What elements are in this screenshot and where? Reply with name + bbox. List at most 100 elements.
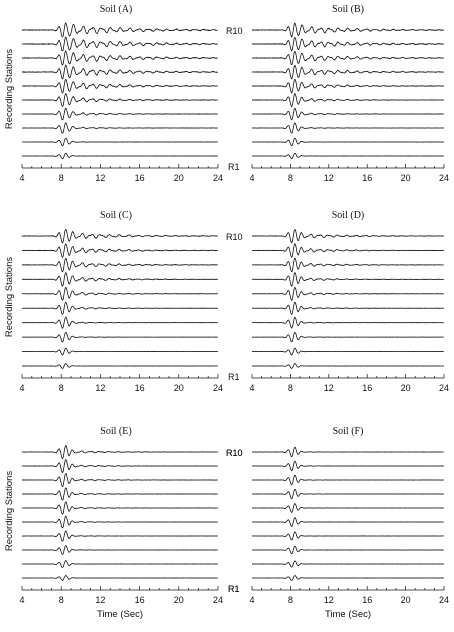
panel-title: Soil (B) — [332, 4, 364, 15]
x-axis-title: Time (Sec) — [97, 609, 143, 620]
station-label-top: R10 — [226, 26, 243, 36]
x-tick-label: 16 — [135, 173, 145, 183]
trace-r10 — [251, 22, 444, 38]
trace-r6 — [251, 286, 444, 301]
x-tick-label: 24 — [213, 595, 223, 605]
trace-r8 — [21, 473, 218, 487]
x-tick-label: 8 — [288, 595, 293, 605]
panel-title: Soil (D) — [332, 210, 365, 221]
x-tick-label: 8 — [288, 173, 293, 183]
trace-r3 — [21, 332, 218, 343]
trace-r1 — [251, 575, 444, 581]
panel-5: Soil (E) R10 R1 4 8 12 16 20 24 Time (Sec) Recordi… — [4, 426, 243, 620]
x-tick-label: 24 — [213, 383, 223, 393]
x-tick-label: 4 — [249, 595, 254, 605]
trace-r4 — [251, 316, 444, 329]
x-tick-label: 20 — [174, 173, 184, 183]
trace-r2 — [21, 137, 218, 147]
panel-title: Soil (F) — [333, 426, 364, 437]
trace-r1 — [21, 152, 218, 160]
trace-r8 — [21, 50, 218, 66]
trace-r1 — [21, 363, 218, 369]
trace-r6 — [251, 503, 444, 513]
station-label-top: R10 — [226, 448, 243, 458]
trace-r4 — [21, 316, 218, 329]
station-label-bottom: R1 — [228, 372, 240, 382]
panel-1: Soil (A) 4 8 12 16 20 24 Recording Stations — [4, 4, 223, 183]
trace-r6 — [21, 286, 218, 301]
x-tick-label: 4 — [19, 595, 24, 605]
trace-r3 — [251, 545, 444, 555]
station-label-bottom: R1 — [228, 162, 240, 172]
trace-r8 — [252, 474, 444, 486]
station-label-bottom: R1 — [228, 584, 240, 594]
x-tick-label: 24 — [439, 595, 449, 605]
x-tick-label: 20 — [174, 383, 184, 393]
x-tick-label: 12 — [95, 383, 105, 393]
trace-r5 — [21, 93, 218, 107]
x-axis-title: Time (Sec) — [325, 609, 371, 620]
x-tick-label: 24 — [213, 173, 223, 183]
panel-title: Soil (E) — [100, 426, 131, 437]
trace-r10 — [21, 22, 218, 38]
trace-r3 — [251, 122, 444, 134]
trace-r2 — [251, 560, 444, 568]
trace-r10 — [21, 445, 218, 459]
trace-r5 — [21, 515, 218, 529]
station-label-top: R10 — [226, 448, 243, 458]
x-tick-label: 16 — [135, 383, 145, 393]
x-tick-label: 20 — [174, 595, 184, 605]
trace-r7 — [251, 488, 444, 500]
y-axis-title: Recording Stations — [4, 257, 15, 338]
trace-r1 — [21, 575, 218, 581]
trace-r10 — [251, 229, 444, 244]
x-tick-label: 20 — [401, 173, 411, 183]
trace-r9 — [21, 459, 219, 473]
trace-r2 — [21, 560, 218, 568]
panel-4: Soil (D) R10 R1 4 8 12 16 20 24 — [226, 210, 449, 393]
panel-3: Soil (C) 4 8 12 16 20 24 Recording Stations — [4, 210, 223, 393]
trace-r9 — [251, 243, 444, 258]
panel-6: Soil (F) R10 R1 4 8 12 16 20 24 Time (Sec) — [226, 426, 449, 620]
trace-r6 — [21, 501, 218, 515]
trace-r7 — [251, 272, 444, 287]
x-tick-label: 16 — [362, 173, 372, 183]
trace-r7 — [21, 64, 219, 80]
x-tick-label: 20 — [401, 595, 411, 605]
trace-r9 — [251, 37, 444, 52]
x-tick-label: 8 — [59, 173, 64, 183]
trace-r1 — [251, 152, 444, 160]
x-tick-label: 12 — [324, 173, 334, 183]
trace-r10 — [21, 229, 219, 244]
station-label-bottom: R1 — [228, 584, 240, 594]
trace-r5 — [251, 301, 444, 315]
trace-r5 — [21, 301, 218, 315]
panel-2: Soil (B) R10 R1 4 8 12 16 20 24 — [226, 4, 449, 183]
trace-r8 — [251, 257, 444, 273]
x-tick-label: 8 — [59, 383, 64, 393]
x-tick-label: 4 — [19, 173, 24, 183]
trace-r7 — [21, 487, 218, 501]
x-tick-label: 4 — [249, 383, 254, 393]
x-tick-label: 8 — [288, 383, 293, 393]
trace-r2 — [251, 347, 444, 356]
trace-r6 — [21, 78, 218, 94]
x-tick-label: 12 — [324, 383, 334, 393]
trace-r7 — [251, 65, 445, 80]
x-tick-label: 24 — [439, 173, 449, 183]
trace-r2 — [21, 347, 218, 356]
x-tick-label: 8 — [59, 595, 64, 605]
trace-r6 — [251, 78, 445, 94]
trace-r9 — [21, 243, 218, 258]
trace-r2 — [251, 137, 444, 147]
x-tick-label: 12 — [324, 595, 334, 605]
x-tick-label: 12 — [95, 173, 105, 183]
x-tick-label: 24 — [439, 383, 449, 393]
station-label-top: R10 — [226, 232, 243, 242]
trace-r7 — [21, 272, 218, 287]
trace-r8 — [251, 51, 444, 66]
y-axis-title: Recording Stations — [4, 471, 15, 552]
trace-r1 — [252, 363, 444, 369]
y-axis-title: Recording Stations — [4, 49, 15, 130]
